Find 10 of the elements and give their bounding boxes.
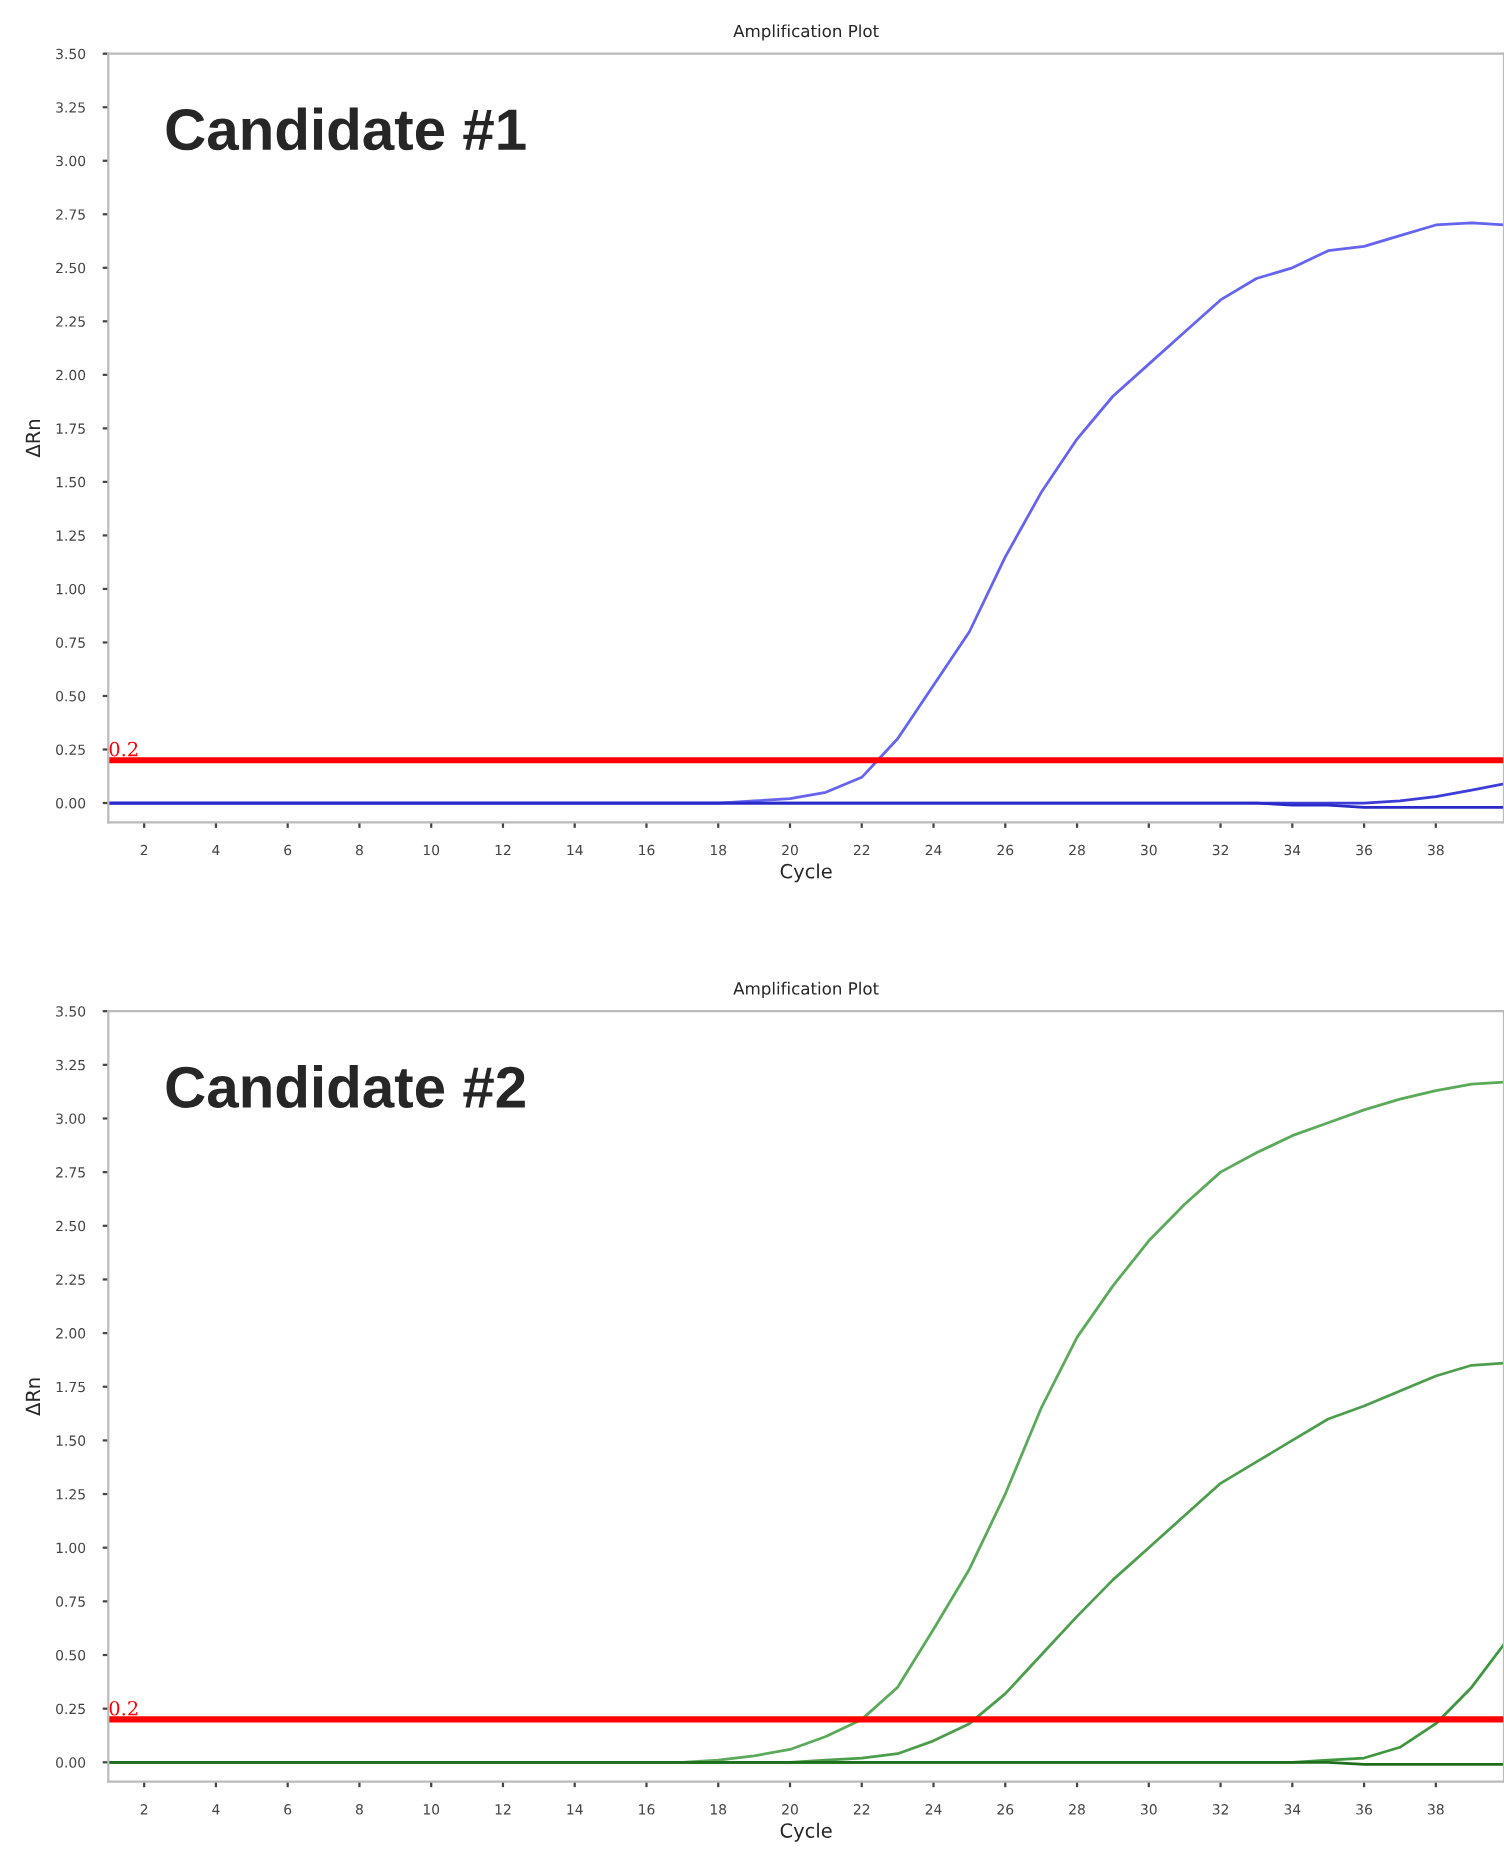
y-axis-title: ΔRn: [25, 420, 40, 458]
annotation: Candidate #2: [166, 1065, 525, 1108]
y-axis-title: ΔRn: [25, 1378, 40, 1416]
x-axis-title: Cycle: [780, 1822, 832, 1842]
chart-title: Amplification Plot: [733, 24, 879, 41]
x-axis-title: Cycle: [780, 863, 832, 883]
annotation: Candidate #1: [166, 107, 526, 151]
chart-title: Amplification Plot: [733, 981, 879, 998]
ref-line-label: 0.2: [109, 741, 138, 757]
ref-line-label: 0.2: [109, 1700, 138, 1716]
